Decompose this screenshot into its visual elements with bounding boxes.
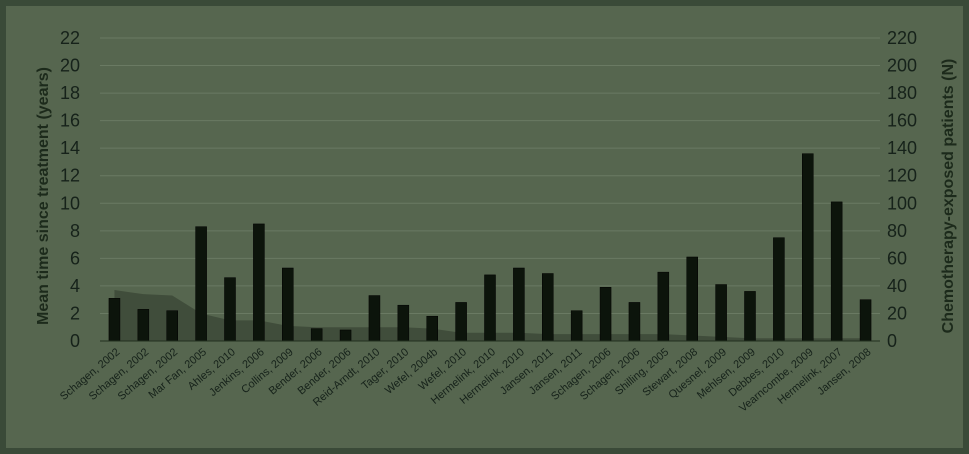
bar	[195, 226, 207, 342]
bar	[657, 271, 670, 342]
bar	[513, 267, 525, 342]
left-tick-label: 0	[70, 331, 80, 351]
left-axis-label: Mean time since treatment (years)	[35, 67, 52, 325]
right-tick-label: 220	[887, 28, 917, 48]
bar	[830, 201, 843, 342]
bar	[628, 302, 641, 342]
bar	[108, 298, 121, 342]
right-tick-label: 40	[887, 276, 907, 296]
left-tick-label: 4	[70, 276, 80, 296]
right-tick-label: 160	[887, 111, 917, 131]
bar	[224, 277, 236, 342]
left-tick-label: 10	[60, 193, 80, 213]
right-tick-label: 180	[887, 83, 917, 103]
bar	[715, 284, 727, 342]
bar	[368, 295, 381, 342]
right-tick-label: 60	[887, 248, 907, 268]
left-tick-label: 2	[70, 303, 80, 323]
right-axis-label: Chemotherapy-exposed patients (N)	[940, 59, 957, 334]
left-tick-label: 6	[70, 248, 80, 268]
bar	[570, 310, 583, 342]
left-tick-label: 14	[60, 138, 80, 158]
bar	[859, 299, 872, 342]
bar	[744, 291, 756, 342]
left-tick-label: 8	[70, 221, 80, 241]
left-tick-label: 18	[60, 83, 80, 103]
right-tick-label: 140	[887, 138, 917, 158]
axes: 0246810121416182022020406080100120140160…	[58, 28, 917, 415]
time-since-treatment-area-series	[114, 290, 866, 341]
bar	[542, 273, 554, 342]
bar	[253, 223, 265, 342]
bar	[455, 302, 467, 342]
right-tick-label: 20	[887, 303, 907, 323]
area-series-shape	[114, 290, 866, 341]
bar	[310, 328, 323, 342]
right-tick-label: 0	[887, 331, 897, 351]
bar	[397, 304, 410, 342]
bar	[137, 309, 150, 342]
right-tick-label: 100	[887, 193, 917, 213]
right-tick-label: 200	[887, 56, 917, 76]
left-tick-label: 20	[60, 56, 80, 76]
bar	[339, 329, 352, 342]
bar	[426, 315, 438, 342]
patients-bar-series	[108, 153, 872, 342]
left-tick-label: 16	[60, 111, 80, 131]
left-tick-label: 22	[60, 28, 80, 48]
bar	[484, 274, 496, 342]
right-tick-label: 120	[887, 166, 917, 186]
bar	[599, 287, 612, 342]
bar	[686, 256, 698, 342]
bar	[166, 310, 178, 342]
right-tick-label: 80	[887, 221, 907, 241]
bar	[802, 153, 814, 342]
bar	[282, 267, 294, 342]
left-tick-label: 12	[60, 166, 80, 186]
bar	[773, 237, 785, 342]
